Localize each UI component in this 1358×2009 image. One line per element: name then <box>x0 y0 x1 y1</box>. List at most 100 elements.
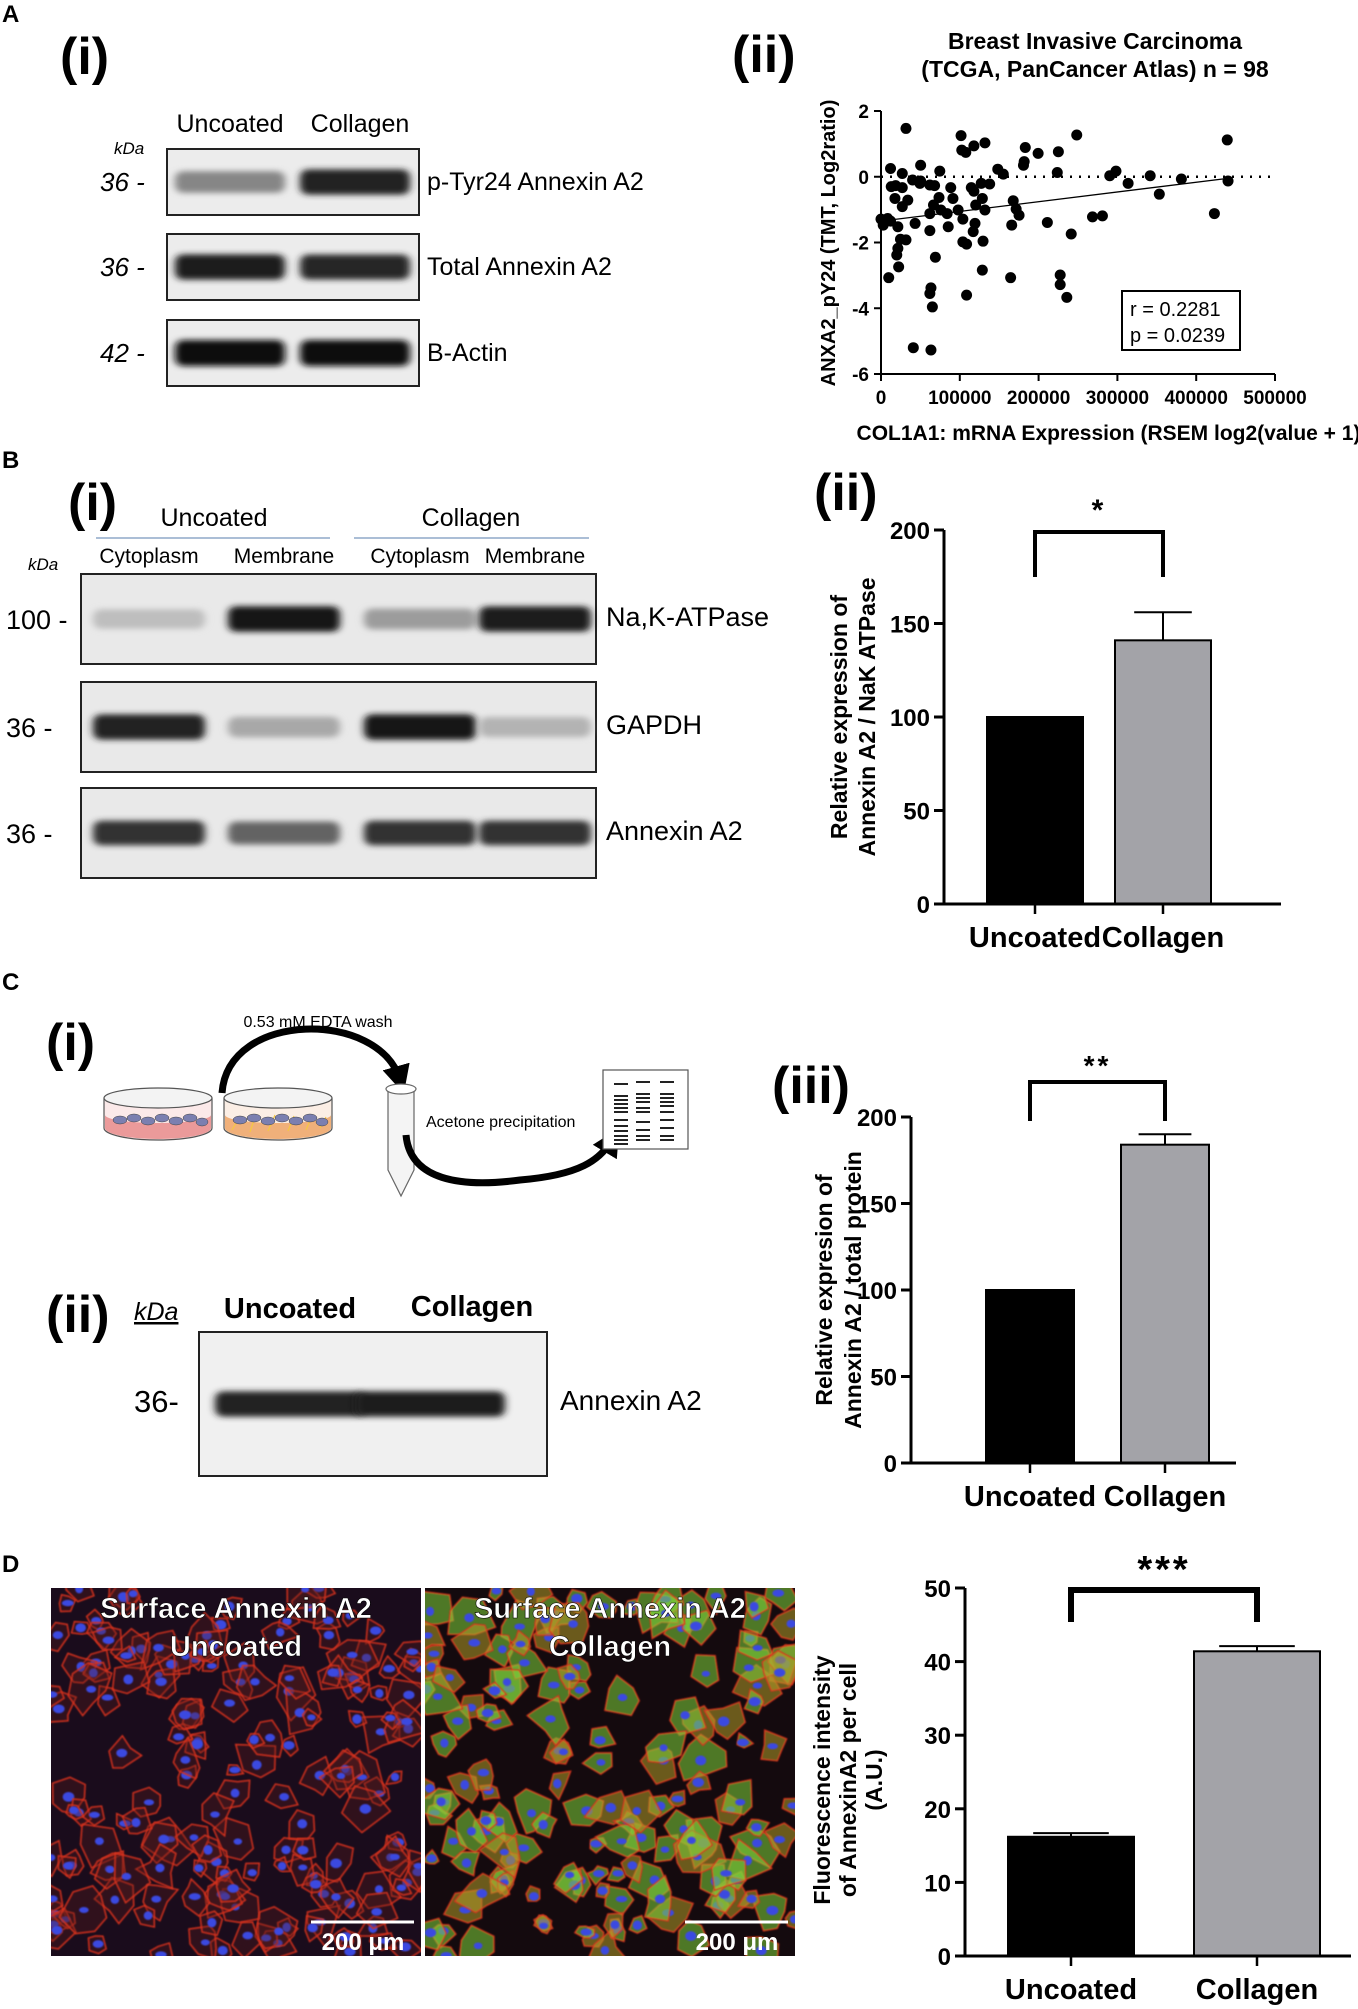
significance-bracket <box>1028 1080 1167 1121</box>
significance-bracket <box>1033 530 1165 577</box>
western-blot-b: Uncoated Collagen Cytoplasm Membrane Cyt… <box>6 504 769 879</box>
y-tick-label: 20 <box>924 1797 951 1824</box>
nucleus <box>491 1588 502 1595</box>
nucleus <box>605 1802 617 1813</box>
nucleus <box>548 1681 560 1689</box>
nucleus <box>425 1928 437 1938</box>
nucleus <box>448 1837 459 1845</box>
data-point <box>977 235 989 247</box>
molecular-weight-marker: 100 - <box>6 605 68 635</box>
x-tick-label: Collagen <box>1102 922 1224 954</box>
nucleus <box>749 1601 759 1612</box>
nucleus <box>568 1620 578 1628</box>
data-point <box>1096 210 1108 222</box>
nucleus <box>626 1601 637 1612</box>
nucleus <box>86 1685 97 1693</box>
nucleus <box>251 1760 262 1770</box>
significance-stars: ** <box>1084 1050 1112 1081</box>
western-blot-a: Uncoated Collagen kDa 36 - p-Tyr24 Annexi… <box>100 110 644 387</box>
y-tick-label: 0 <box>938 1944 951 1971</box>
data-point <box>952 204 964 216</box>
nucleus <box>88 1811 100 1819</box>
scale-bar-label: 200 μm <box>696 1929 779 1956</box>
nucleus <box>615 1895 628 1903</box>
nucleus <box>331 1893 341 1901</box>
nucleus <box>230 1788 240 1798</box>
nucleus <box>155 1677 167 1686</box>
nucleus <box>282 1617 292 1626</box>
nucleus <box>426 1662 437 1672</box>
stats-p: p = 0.0239 <box>1130 325 1225 347</box>
group-label-uncoated: Uncoated <box>160 504 267 532</box>
blot-band <box>175 254 285 280</box>
data-point <box>933 191 945 203</box>
nucleus <box>69 1806 79 1814</box>
nucleus <box>307 1714 316 1721</box>
nucleus <box>464 1613 475 1623</box>
x-tick-label: Uncoated <box>964 1481 1096 1513</box>
data-point <box>1222 175 1234 187</box>
cell <box>737 1629 774 1661</box>
y-axis-label: Annexin A2 / total protein <box>840 1151 866 1429</box>
nucleus <box>250 1678 260 1686</box>
nucleus <box>375 1688 384 1698</box>
scatter-x-axis-label: COL1A1: mRNA Expression (RSEM log2(value… <box>857 422 1358 445</box>
arrow-icon <box>402 1127 620 1187</box>
nucleus <box>94 1837 104 1845</box>
blot-band <box>215 1391 365 1417</box>
molecular-weight-marker: 36- <box>134 1384 179 1419</box>
bar-chart-b: Uncoated Collagen 0 50 100 150 200 * Relative ex… <box>826 494 1281 954</box>
nucleus <box>375 1728 387 1736</box>
bar-chart-d: Uncoated Collagen 0 10 20 30 40 50 *** Fluorescen… <box>809 1549 1351 2006</box>
y-tick-label: 200 <box>890 518 930 545</box>
nucleus <box>748 1697 761 1707</box>
y-axis-label: Annexin A2 / NaK ATPase <box>854 577 880 856</box>
fraction-label: Membrane <box>234 545 334 568</box>
data-point <box>1122 177 1134 189</box>
nucleus <box>101 1694 114 1701</box>
blot-band <box>364 608 476 630</box>
nucleus <box>488 1686 501 1696</box>
molecular-weight-marker: 36 - <box>6 713 53 743</box>
nucleus <box>155 1863 165 1873</box>
subpanel-label-c-ii: (ii) <box>46 1286 110 1344</box>
nucleus <box>120 1652 133 1660</box>
nucleus <box>597 1886 608 1895</box>
cells <box>51 1588 421 1956</box>
data-point <box>968 140 980 152</box>
y-axis-label: Relative expression of <box>826 595 852 839</box>
nucleus <box>772 1589 785 1597</box>
data-point <box>1052 146 1064 158</box>
nucleus <box>559 1748 568 1756</box>
subpanel-label-c-i: (i) <box>46 1014 95 1072</box>
data-point <box>1019 141 1031 153</box>
fluorescence-image-collagen: Surface Annexin A2 Collagen 200 μm <box>425 1588 795 1956</box>
nucleus <box>433 1693 443 1700</box>
data-point <box>900 234 912 246</box>
nucleus <box>735 1798 746 1806</box>
blot-band <box>364 714 476 740</box>
nucleus <box>545 1715 556 1723</box>
data-point <box>929 180 941 192</box>
nucleus <box>786 1619 795 1628</box>
data-point <box>984 178 996 190</box>
nucleus <box>461 1858 472 1868</box>
nucleus <box>242 1931 254 1940</box>
nucleus <box>123 1674 134 1685</box>
nucleus <box>751 1823 762 1832</box>
nucleus <box>594 1736 606 1745</box>
blot-band <box>228 716 340 738</box>
gel-icon <box>602 1069 689 1150</box>
nucleus <box>249 1735 259 1745</box>
nucleus <box>737 1738 749 1747</box>
nucleus <box>274 1927 284 1936</box>
y-axis-label: Relative expresion of <box>811 1174 837 1406</box>
nucleus <box>687 1836 696 1845</box>
data-point <box>969 217 981 229</box>
nucleus <box>571 1593 583 1604</box>
image-condition: Uncoated <box>170 1631 302 1663</box>
nucleus <box>746 1894 757 1904</box>
nucleus <box>425 1783 435 1793</box>
lane-label-uncoated: Uncoated <box>176 110 283 138</box>
